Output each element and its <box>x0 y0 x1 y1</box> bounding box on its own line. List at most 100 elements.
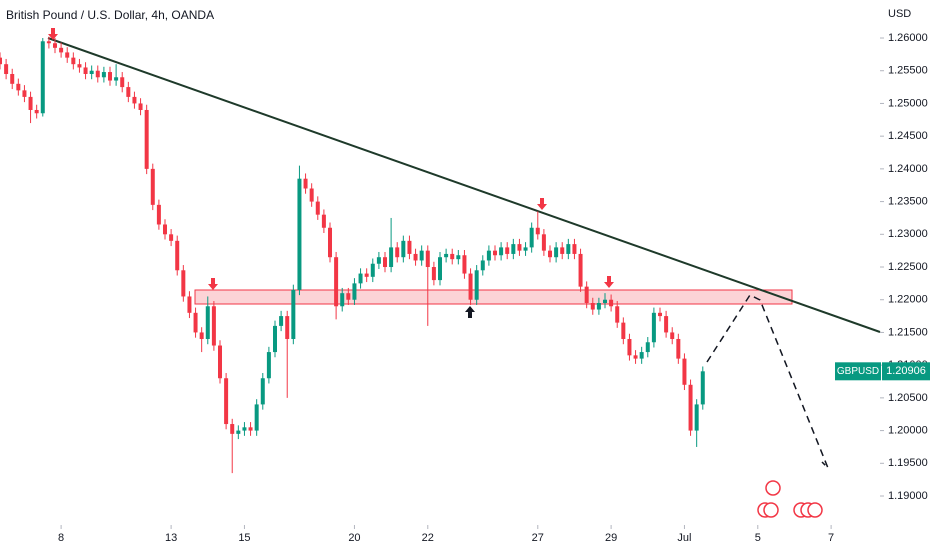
candle-body <box>658 312 662 317</box>
candle-body <box>83 67 88 74</box>
candle-body <box>664 316 669 333</box>
candle-body <box>431 267 436 281</box>
price-tag <box>835 362 881 381</box>
candle-body <box>205 306 210 339</box>
candle-body <box>120 77 125 88</box>
candle-body <box>53 43 57 48</box>
candle-body <box>627 338 632 356</box>
candle-body <box>218 345 222 379</box>
candle-body <box>480 260 485 271</box>
y-tick-label: 1.24000 <box>888 163 928 175</box>
candle-body <box>248 427 253 431</box>
candle-body <box>236 430 241 434</box>
candle-body <box>334 257 339 307</box>
candle-body <box>297 178 302 290</box>
candle-body <box>40 41 45 114</box>
event-icon <box>765 480 781 496</box>
x-tick-label: 7 <box>828 532 834 544</box>
price-tag-symbol: GBPUSD <box>837 366 879 377</box>
candle-body <box>315 201 320 215</box>
candle-body <box>101 72 106 78</box>
candle-body <box>615 306 620 323</box>
y-tick-label: 1.26000 <box>888 32 928 44</box>
candle-body <box>266 352 271 379</box>
candle-body <box>535 227 540 235</box>
candle-body <box>175 240 180 271</box>
candle-body <box>572 244 577 254</box>
candle-body <box>517 244 522 251</box>
x-tick-label: 15 <box>238 532 250 544</box>
candle-body <box>700 371 705 405</box>
candle-body <box>303 178 308 189</box>
candle-body <box>285 316 290 339</box>
x-tick-label: 20 <box>348 532 360 544</box>
candle-body <box>450 253 455 260</box>
candle-body <box>340 293 345 307</box>
candle-body <box>4 64 9 74</box>
candle-body <box>163 224 167 235</box>
candle-body <box>474 270 479 300</box>
down-arrow <box>604 276 614 288</box>
candle-body <box>462 255 467 274</box>
x-tick-label: 5 <box>755 532 761 544</box>
candle-body <box>358 273 363 284</box>
candle-body <box>468 273 473 300</box>
candle-body <box>523 247 528 251</box>
candle-body <box>309 188 314 202</box>
candle-body <box>242 427 247 431</box>
candle-body <box>126 87 131 97</box>
candle-body <box>138 103 143 110</box>
candle-body <box>132 96 137 104</box>
candle-body <box>609 299 614 307</box>
candle-body <box>0 57 2 65</box>
candle-body <box>156 204 161 225</box>
candle-body <box>260 378 265 405</box>
candle-body <box>560 247 565 254</box>
candle-body <box>554 247 559 258</box>
candle-body <box>590 303 595 310</box>
y-tick-label: 1.23000 <box>888 228 928 240</box>
candle-body <box>10 73 15 84</box>
candle-body <box>108 72 112 81</box>
candle-body <box>16 83 21 91</box>
candle-body <box>364 273 369 277</box>
candle-body <box>211 306 216 346</box>
candle-body <box>651 312 656 343</box>
down-arrow <box>537 198 547 210</box>
chart-title: British Pound / U.S. Dollar, 4h, OANDA <box>6 8 214 22</box>
candle-body <box>566 244 571 254</box>
candle-body <box>407 240 412 254</box>
candle-body <box>352 283 357 300</box>
candle-body <box>511 244 516 254</box>
y-tick-label: 1.22500 <box>888 261 928 273</box>
x-tick-label: 29 <box>605 532 617 544</box>
x-tick-label: 27 <box>532 532 544 544</box>
candle-body <box>89 70 94 74</box>
y-tick-label: 1.19000 <box>888 490 928 502</box>
candle-body <box>71 57 76 65</box>
candle-body <box>321 214 326 228</box>
y-tick-label: 1.20000 <box>888 424 928 436</box>
y-tick-label: 1.25500 <box>888 65 928 77</box>
candle-body <box>169 234 174 241</box>
candle-body <box>65 52 70 58</box>
candle-body <box>95 70 100 78</box>
candle-body <box>28 96 33 110</box>
y-tick-label: 1.24500 <box>888 130 928 142</box>
trend-line <box>47 37 881 333</box>
candle-body <box>694 404 699 431</box>
candle-body <box>438 257 442 281</box>
y-tick-label: 1.19500 <box>888 457 928 469</box>
candle-body <box>413 253 418 261</box>
y-tick-label: 1.22000 <box>888 294 928 306</box>
x-tick-label: 8 <box>58 532 64 544</box>
candle-body <box>187 296 192 313</box>
y-tick-label: 1.23500 <box>888 195 928 207</box>
arrows <box>48 28 614 290</box>
candle-body <box>505 247 510 254</box>
candle-body <box>578 253 583 287</box>
axis-unit: USD <box>888 8 911 20</box>
candle-body <box>199 332 204 339</box>
